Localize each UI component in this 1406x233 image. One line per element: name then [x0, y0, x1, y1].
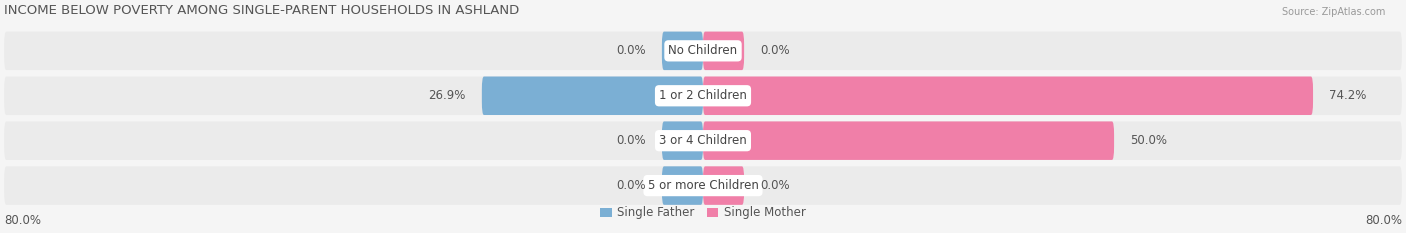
FancyBboxPatch shape: [482, 76, 703, 115]
FancyBboxPatch shape: [703, 121, 1114, 160]
Text: 0.0%: 0.0%: [616, 44, 645, 57]
FancyBboxPatch shape: [662, 121, 703, 160]
Text: Source: ZipAtlas.com: Source: ZipAtlas.com: [1281, 7, 1385, 17]
Text: 0.0%: 0.0%: [761, 44, 790, 57]
FancyBboxPatch shape: [703, 32, 744, 70]
Text: 80.0%: 80.0%: [4, 214, 41, 227]
Text: No Children: No Children: [668, 44, 738, 57]
Text: 3 or 4 Children: 3 or 4 Children: [659, 134, 747, 147]
Text: 5 or more Children: 5 or more Children: [648, 179, 758, 192]
FancyBboxPatch shape: [703, 76, 1313, 115]
Text: 80.0%: 80.0%: [1365, 214, 1402, 227]
Text: 0.0%: 0.0%: [761, 179, 790, 192]
Text: 1 or 2 Children: 1 or 2 Children: [659, 89, 747, 102]
FancyBboxPatch shape: [662, 166, 703, 205]
Text: 50.0%: 50.0%: [1130, 134, 1167, 147]
Text: 0.0%: 0.0%: [616, 134, 645, 147]
Text: 74.2%: 74.2%: [1330, 89, 1367, 102]
Text: 0.0%: 0.0%: [616, 179, 645, 192]
FancyBboxPatch shape: [662, 32, 703, 70]
Text: 26.9%: 26.9%: [427, 89, 465, 102]
FancyBboxPatch shape: [4, 32, 1402, 70]
Text: INCOME BELOW POVERTY AMONG SINGLE-PARENT HOUSEHOLDS IN ASHLAND: INCOME BELOW POVERTY AMONG SINGLE-PARENT…: [4, 4, 519, 17]
Legend: Single Father, Single Mother: Single Father, Single Mother: [595, 202, 811, 224]
FancyBboxPatch shape: [4, 76, 1402, 115]
FancyBboxPatch shape: [4, 121, 1402, 160]
FancyBboxPatch shape: [4, 166, 1402, 205]
FancyBboxPatch shape: [703, 166, 744, 205]
